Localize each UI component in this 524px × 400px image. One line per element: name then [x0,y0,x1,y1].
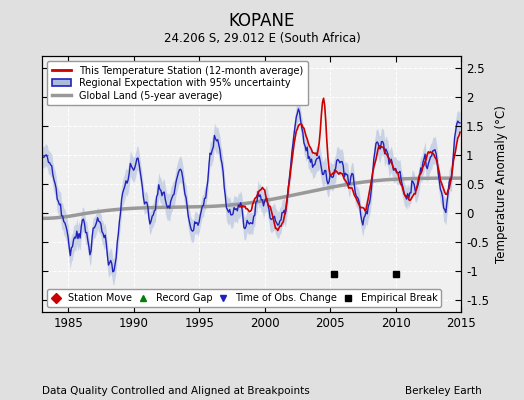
Text: 24.206 S, 29.012 E (South Africa): 24.206 S, 29.012 E (South Africa) [163,32,361,45]
Text: Data Quality Controlled and Aligned at Breakpoints: Data Quality Controlled and Aligned at B… [42,386,310,396]
Legend: Station Move, Record Gap, Time of Obs. Change, Empirical Break: Station Move, Record Gap, Time of Obs. C… [47,289,441,307]
Text: Berkeley Earth: Berkeley Earth [406,386,482,396]
Text: KOPANE: KOPANE [229,12,295,30]
Y-axis label: Temperature Anomaly (°C): Temperature Anomaly (°C) [495,105,508,263]
